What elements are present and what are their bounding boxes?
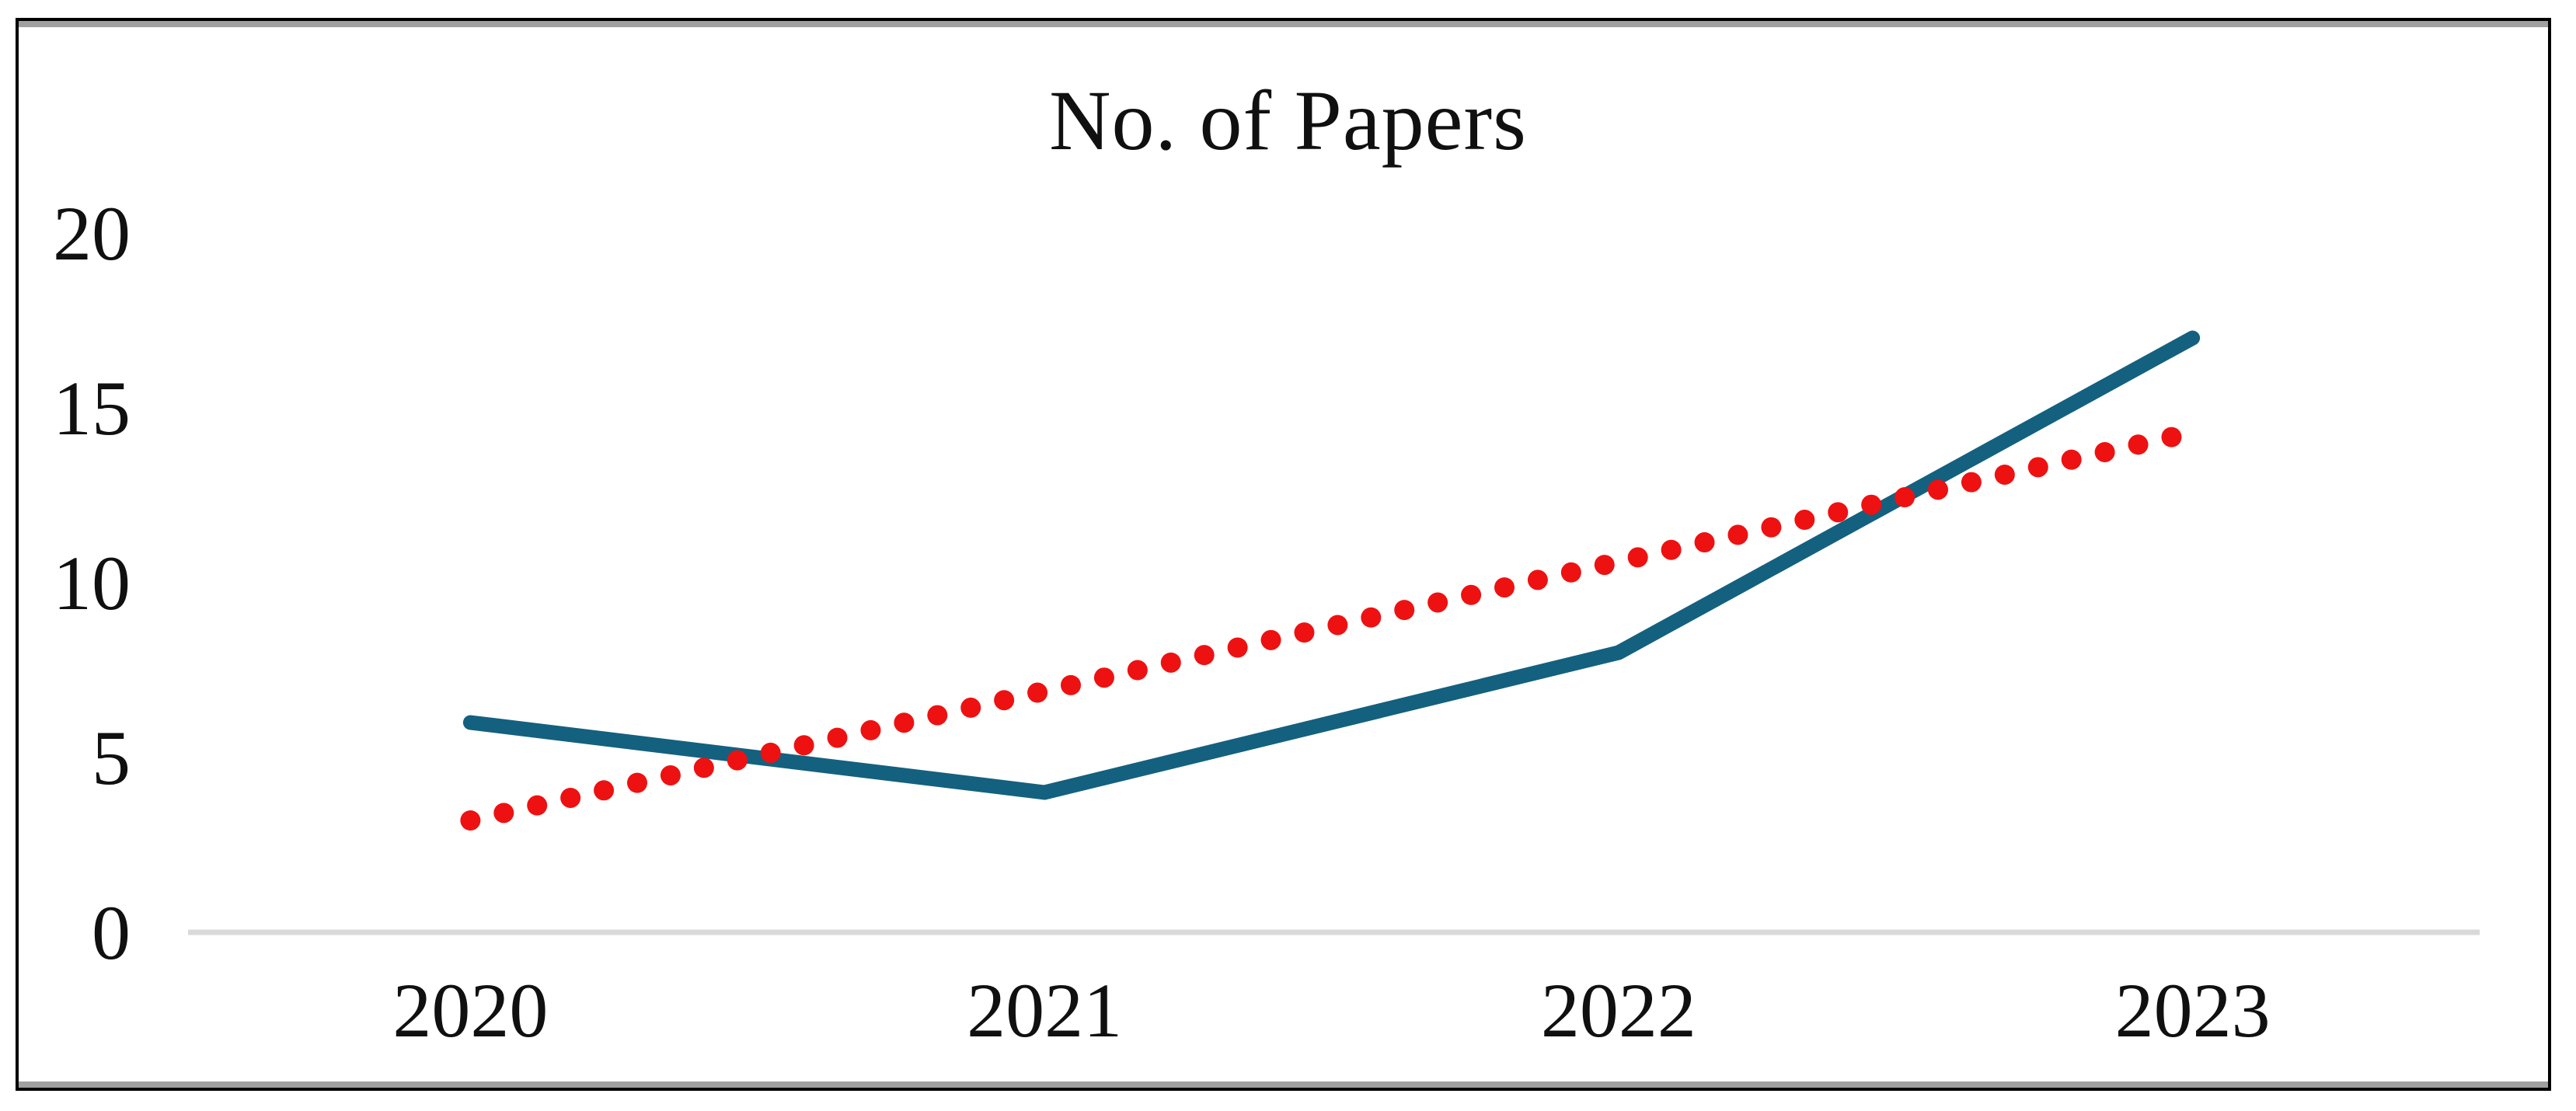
papers-per-year-line: [462, 330, 2201, 800]
x-tick-label: 2020: [392, 967, 549, 1054]
chart-frame: [16, 18, 2551, 1091]
y-tick-label: 20: [53, 190, 131, 277]
frame-bottom-shadow: [19, 1081, 2548, 1088]
frame-top-shadow: [19, 21, 2548, 27]
x-tick-label: 2023: [2114, 967, 2271, 1054]
chart-title: No. of Papers: [1049, 73, 1527, 168]
y-tick-label: 0: [92, 890, 131, 976]
y-tick-label: 10: [53, 540, 131, 626]
x-tick-label: 2021: [967, 967, 1123, 1054]
y-tick-label: 5: [92, 715, 131, 801]
linear-trendline-line: [460, 422, 2203, 831]
y-tick-label: 15: [53, 365, 131, 451]
x-tick-label: 2022: [1540, 967, 1696, 1054]
